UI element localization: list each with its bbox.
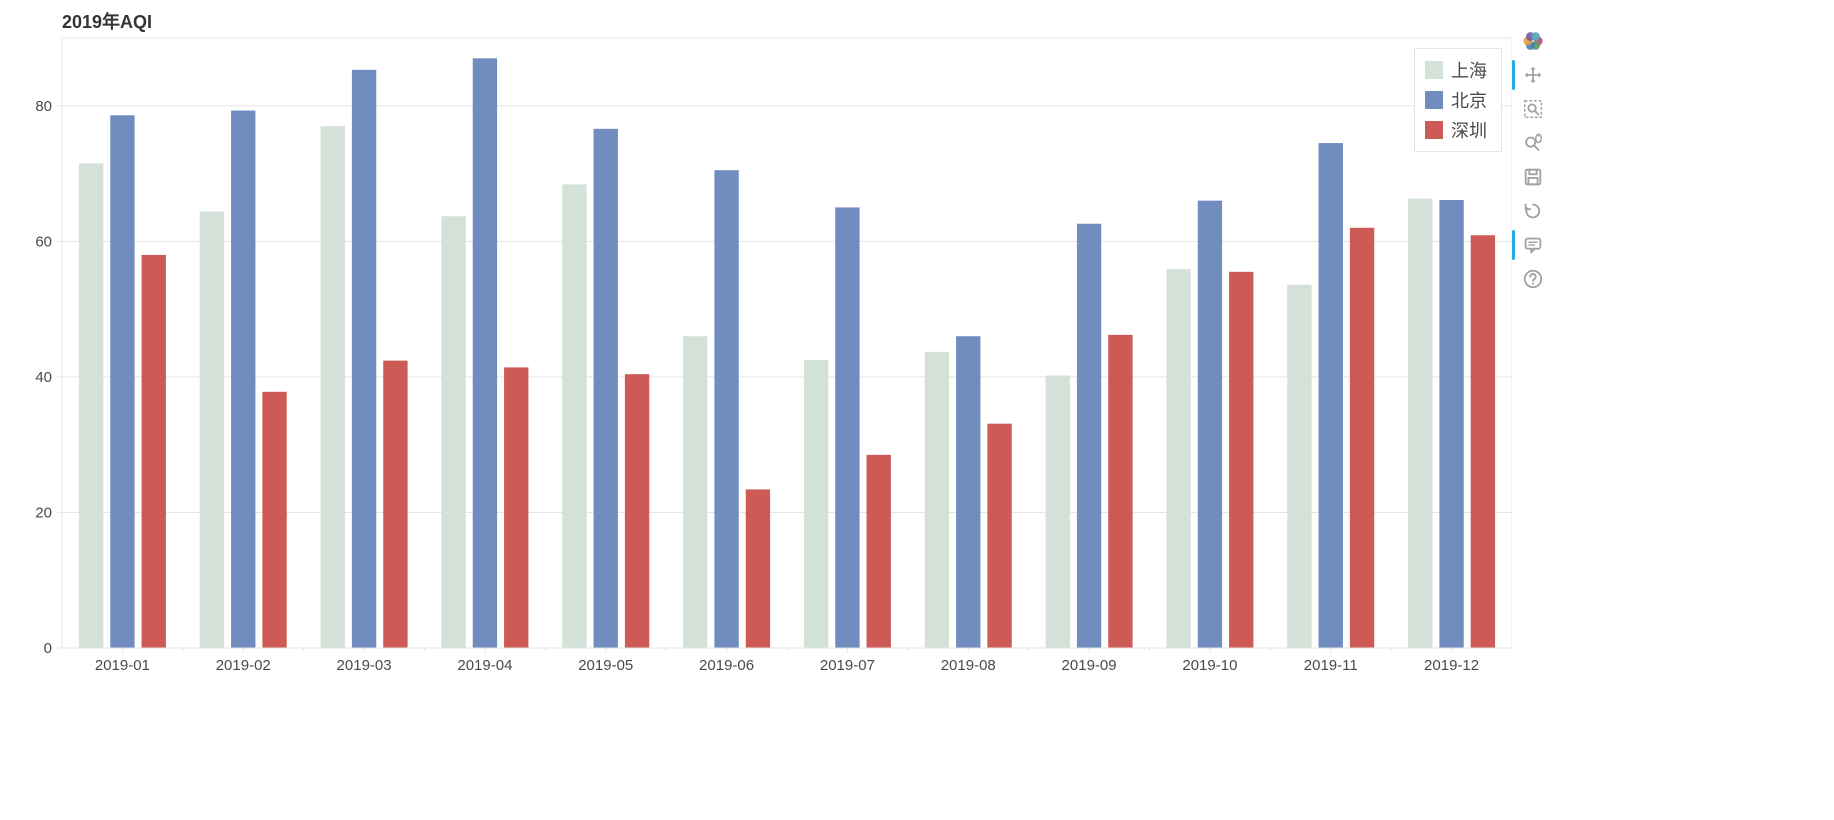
bar[interactable] <box>262 392 286 648</box>
legend-item[interactable]: 上海 <box>1425 55 1487 85</box>
bar[interactable] <box>594 129 618 648</box>
bar[interactable] <box>79 163 103 648</box>
x-tick-label: 2019-01 <box>95 657 150 674</box>
legend-swatch <box>1425 61 1443 79</box>
y-tick-label: 20 <box>35 504 52 521</box>
y-tick-label: 80 <box>35 98 52 115</box>
wheel-zoom-tool[interactable] <box>1517 127 1549 159</box>
bar[interactable] <box>1108 335 1132 648</box>
x-tick-label: 2019-05 <box>578 657 633 674</box>
y-tick-label: 0 <box>44 640 52 657</box>
x-tick-label: 2019-12 <box>1424 657 1479 674</box>
legend-label: 北京 <box>1451 87 1487 113</box>
legend-label: 深圳 <box>1451 117 1487 143</box>
help-tool[interactable] <box>1517 263 1549 295</box>
x-tick-label: 2019-03 <box>337 657 392 674</box>
bar[interactable] <box>383 361 407 648</box>
bar[interactable] <box>142 255 166 648</box>
reset-tool[interactable] <box>1517 195 1549 227</box>
bar[interactable] <box>1046 376 1070 648</box>
bar[interactable] <box>231 111 255 648</box>
bar[interactable] <box>1077 224 1101 648</box>
x-tick-label: 2019-06 <box>699 657 754 674</box>
x-tick-label: 2019-08 <box>941 657 996 674</box>
x-tick-label: 2019-07 <box>820 657 875 674</box>
bar[interactable] <box>835 207 859 648</box>
legend-item[interactable]: 深圳 <box>1425 115 1487 145</box>
bar[interactable] <box>1166 269 1190 648</box>
bar[interactable] <box>1287 285 1311 648</box>
bar[interactable] <box>1471 235 1495 648</box>
bar[interactable] <box>956 336 980 648</box>
x-tick-label: 2019-09 <box>1062 657 1117 674</box>
bokeh-logo[interactable] <box>1517 25 1549 57</box>
legend-swatch <box>1425 91 1443 109</box>
x-tick-label: 2019-10 <box>1182 657 1237 674</box>
bar[interactable] <box>441 216 465 648</box>
bar[interactable] <box>925 352 949 648</box>
x-tick-label: 2019-02 <box>216 657 271 674</box>
pan-tool[interactable] <box>1517 59 1549 91</box>
box-zoom-tool[interactable] <box>1517 93 1549 125</box>
bar[interactable] <box>1319 143 1343 648</box>
legend-item[interactable]: 北京 <box>1425 85 1487 115</box>
bar[interactable] <box>1229 272 1253 648</box>
chart-container: 2019年AQI 0204060802019-012019-022019-032… <box>8 8 1512 713</box>
y-tick-label: 40 <box>35 369 52 386</box>
chart-plot[interactable]: 0 20 40 60 80 2019-01 2019-02 2019-03 2019-04 201… <box>8 8 1512 708</box>
bar[interactable] <box>200 212 224 648</box>
y-tick-label: 60 <box>35 233 52 250</box>
bar[interactable] <box>562 184 586 648</box>
bar[interactable] <box>1439 200 1463 648</box>
hover-tool[interactable] <box>1517 229 1549 261</box>
toolbar <box>1512 24 1548 296</box>
legend[interactable]: 上海北京深圳 <box>1414 48 1502 152</box>
save-tool[interactable] <box>1517 161 1549 193</box>
bar[interactable] <box>504 367 528 648</box>
bar[interactable] <box>987 424 1011 648</box>
bar[interactable] <box>352 70 376 648</box>
legend-label: 上海 <box>1451 57 1487 83</box>
legend-swatch <box>1425 121 1443 139</box>
bar[interactable] <box>1408 199 1432 648</box>
bar[interactable] <box>110 115 134 648</box>
bar[interactable] <box>625 374 649 648</box>
bar[interactable] <box>867 455 891 648</box>
bar[interactable] <box>746 489 770 648</box>
bar[interactable] <box>1198 201 1222 648</box>
bar[interactable] <box>804 360 828 648</box>
x-tick-label: 2019-11 <box>1304 657 1358 674</box>
x-tick-label: 2019-04 <box>457 657 512 674</box>
bar[interactable] <box>1350 228 1374 648</box>
bar[interactable] <box>321 126 345 648</box>
bar[interactable] <box>714 170 738 648</box>
bar[interactable] <box>473 58 497 648</box>
bar[interactable] <box>683 336 707 648</box>
